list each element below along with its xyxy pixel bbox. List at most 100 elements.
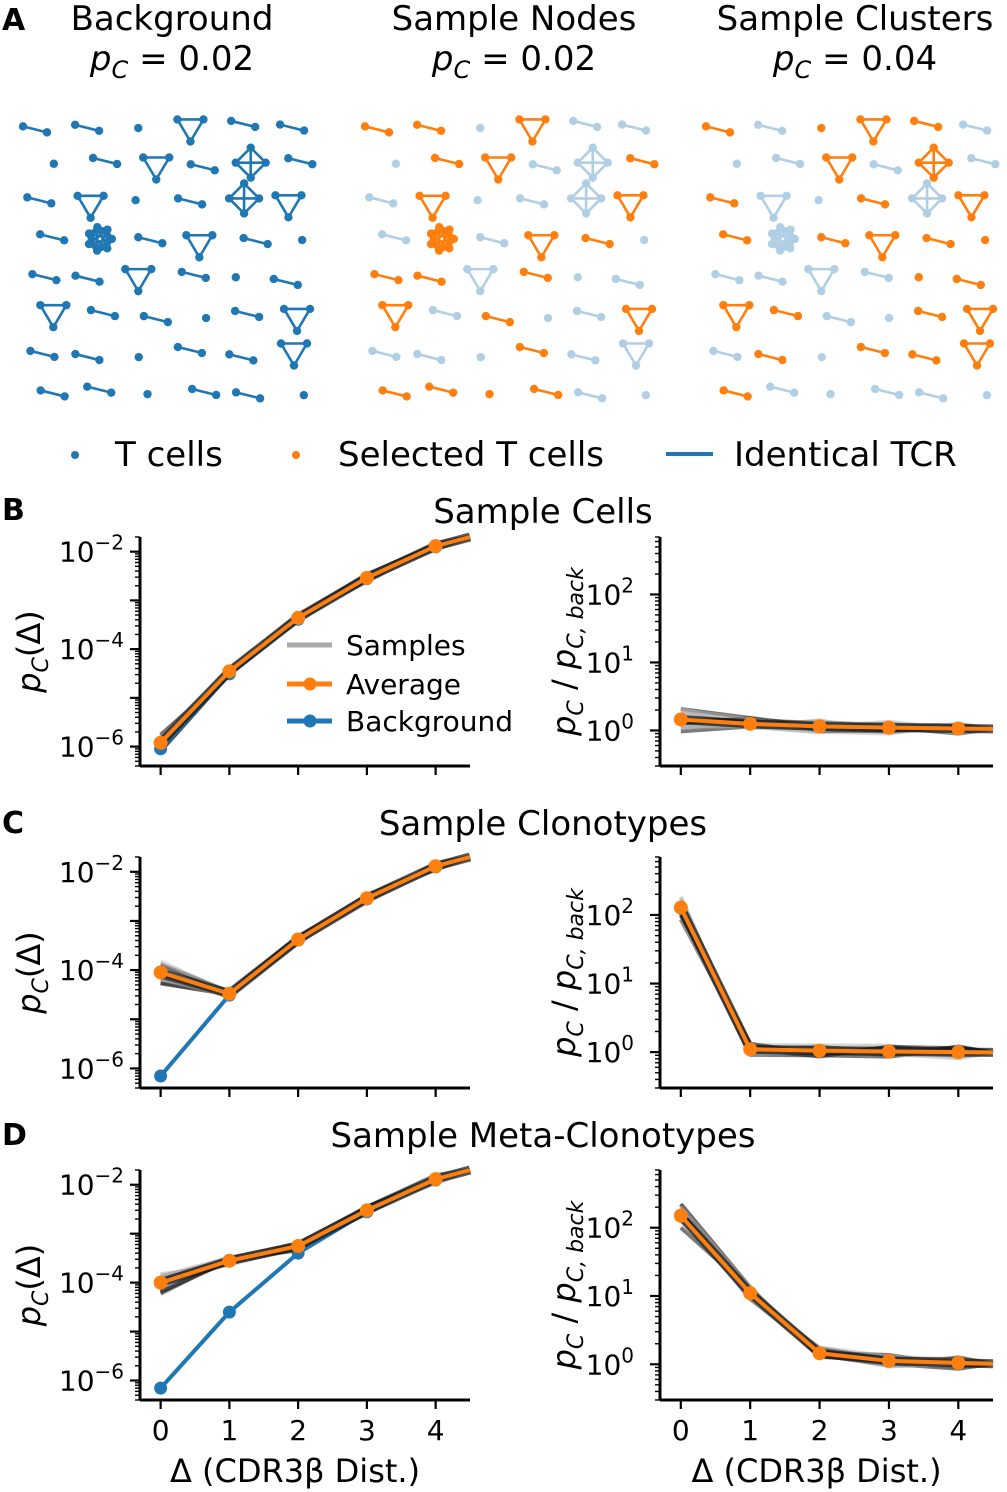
cell-node [452, 311, 462, 321]
cell-node [884, 313, 894, 323]
cell-group [982, 390, 992, 400]
cell-node [588, 173, 597, 182]
sample-line [679, 1212, 994, 1368]
cell-node [284, 154, 293, 163]
cell-node [929, 173, 938, 182]
cell-node [980, 191, 989, 200]
average-point [743, 1286, 758, 1301]
cell-group [121, 264, 156, 296]
cell-node [767, 229, 777, 238]
cell-group [378, 386, 411, 401]
cell-group [568, 116, 602, 132]
cell-group [86, 305, 120, 321]
tcr-edge [971, 156, 996, 166]
cell-node [370, 269, 379, 279]
sample-line [679, 1202, 994, 1370]
cell-node [445, 225, 454, 234]
cell-node [817, 233, 826, 242]
tcr-edge [591, 161, 609, 179]
cell-node [261, 158, 270, 167]
cell-node [302, 339, 312, 348]
cell-node [856, 342, 866, 352]
tcr-edge [621, 123, 647, 132]
tcr-edge [279, 342, 296, 367]
cell-node [60, 392, 69, 401]
tcr-edge [39, 304, 55, 328]
cell-node [581, 209, 591, 218]
cell-node [573, 273, 582, 282]
cell-node [201, 273, 210, 283]
cell-node [389, 199, 398, 208]
cell-node [572, 306, 582, 316]
tcr-edge [825, 156, 841, 181]
cell-group [856, 115, 891, 146]
cell-group [766, 382, 799, 397]
tcr-edge [771, 237, 796, 246]
cell-node [893, 166, 902, 175]
cell-node [743, 392, 752, 401]
cell-node [50, 352, 59, 362]
tcr-edge [868, 234, 884, 258]
cell-node [775, 246, 785, 255]
cell-node [865, 231, 874, 240]
cell-group [719, 386, 752, 401]
tcr-edge [292, 342, 309, 367]
cell-node [985, 339, 995, 348]
cell-node [231, 158, 240, 167]
tcr-edge [585, 197, 603, 215]
cell-group [613, 191, 648, 222]
cell-group [173, 194, 207, 209]
cell-node [463, 264, 472, 274]
cell-node [378, 386, 387, 395]
cell-group [865, 231, 900, 262]
cell-group [481, 153, 516, 184]
cell-node [391, 322, 400, 332]
tcr-edge [771, 243, 781, 252]
cell-node [158, 239, 167, 248]
cell-node [782, 191, 791, 201]
cell-node [276, 339, 286, 348]
cell-node [507, 153, 516, 162]
cell-node [946, 239, 955, 249]
cell-node [254, 312, 264, 322]
cell-group [814, 195, 823, 205]
cell-node [139, 311, 149, 321]
cell-node [224, 194, 234, 203]
cell-group [817, 123, 826, 133]
cell-group [201, 313, 211, 323]
cell-node [49, 322, 58, 332]
tcr-edge [962, 342, 979, 367]
cell-node [967, 154, 976, 163]
cell-group [83, 382, 116, 397]
tcr-edge [918, 391, 944, 400]
cell-node [771, 153, 781, 163]
cell-node [279, 304, 289, 314]
tcr-edge [176, 118, 192, 143]
cell-node [435, 222, 444, 232]
x-tick-label: 4 [427, 1414, 445, 1447]
x-tick-label: 3 [358, 1414, 376, 1447]
cell-group [543, 313, 553, 323]
tcr-edge [532, 163, 558, 172]
average-point [812, 719, 827, 734]
cell-node [766, 382, 775, 391]
average-point [153, 735, 168, 750]
tcr-edge [189, 118, 205, 143]
panel-c-title: Sample Clonotypes [379, 804, 707, 844]
cell-node [84, 229, 94, 238]
cell-node [515, 194, 525, 203]
cell-node [489, 264, 498, 274]
panel-a-pc-nodes: pC = 0.02 [431, 39, 596, 84]
cell-node [415, 191, 424, 201]
cell-node [107, 234, 117, 244]
tcr-edge [779, 237, 796, 252]
panel-a-title-nodes: Sample Nodes [392, 0, 637, 39]
cell-group [822, 311, 856, 327]
cell-node [83, 382, 92, 391]
cell-node [152, 175, 161, 184]
cell-group [611, 274, 644, 290]
cell-node [982, 126, 992, 135]
cell-group [377, 230, 411, 245]
cell-group [581, 233, 614, 249]
